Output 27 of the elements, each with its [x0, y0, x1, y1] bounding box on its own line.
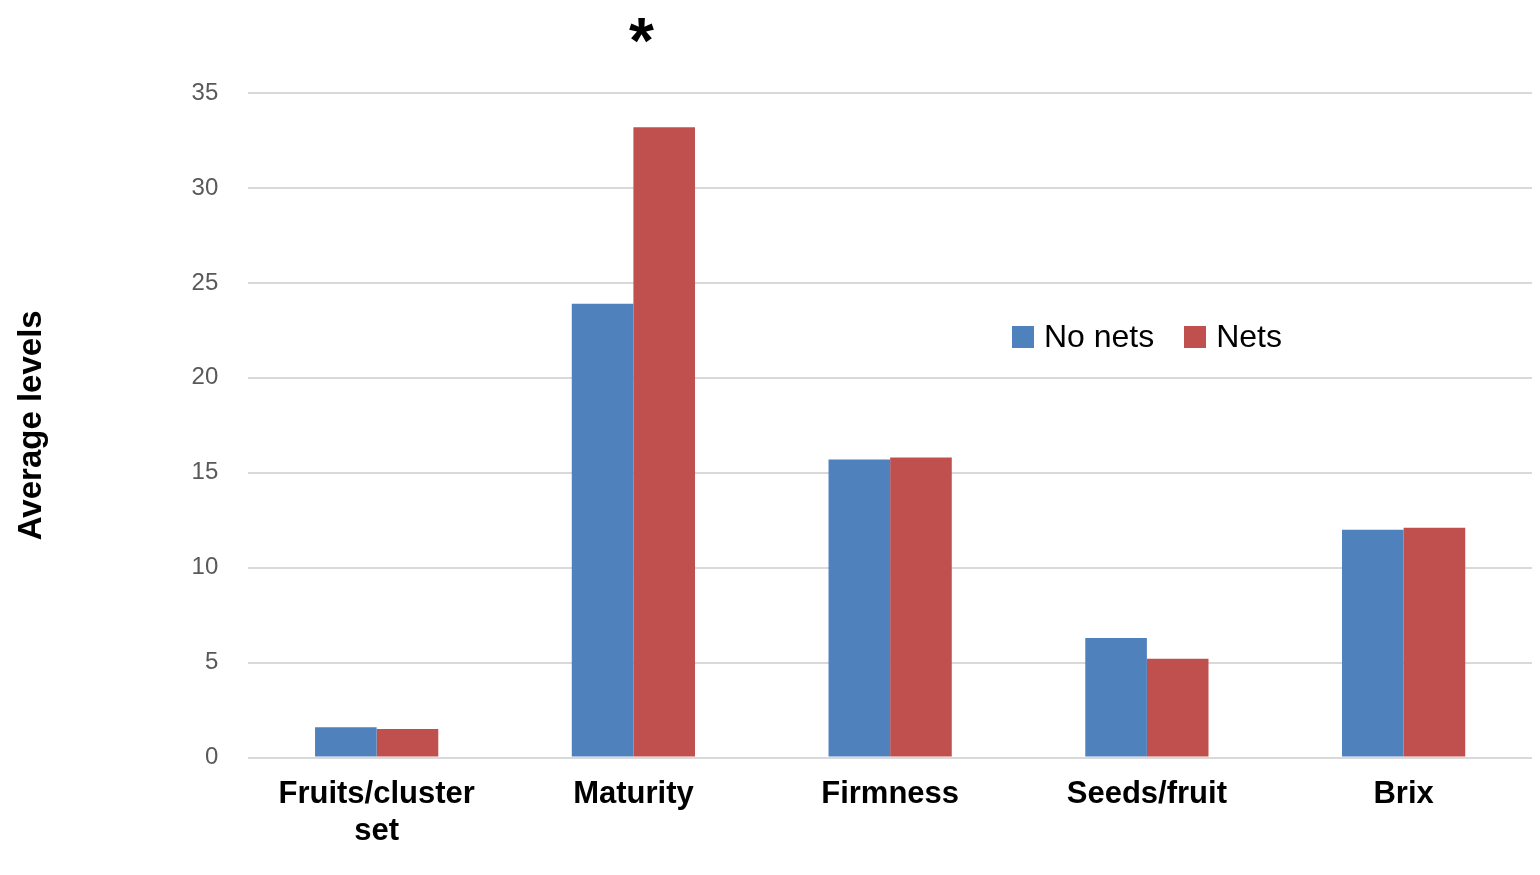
x-tick-label: Maturity: [573, 774, 695, 810]
y-axis-title: Average levels: [10, 310, 48, 541]
y-tick-label: 20: [191, 362, 219, 390]
bar: [633, 127, 696, 757]
y-tick-label: 15: [191, 457, 219, 485]
annotation: *: [628, 4, 654, 77]
x-tick-label: Brix: [1373, 774, 1435, 810]
legend-label: No nets: [1043, 318, 1155, 355]
legend-label: Nets: [1216, 318, 1282, 355]
y-tick-label: 10: [191, 552, 219, 580]
x-tick-label: Firmness: [821, 774, 960, 810]
y-tick-label: 25: [191, 267, 219, 295]
bar: [571, 303, 634, 757]
bar: [1146, 658, 1209, 757]
bar: [828, 459, 891, 757]
bar: [315, 727, 377, 757]
y-tick-label: 5: [204, 647, 219, 675]
bar: [1403, 527, 1466, 757]
bar: [1342, 529, 1404, 757]
y-tick-label: 0: [204, 742, 219, 770]
y-tick-label: 30: [191, 172, 219, 200]
x-tick-label: Seeds/fruit: [1066, 774, 1227, 810]
x-tick-label: Fruits/cluster set: [278, 774, 475, 847]
bar: [1085, 637, 1147, 757]
bar: [376, 729, 439, 757]
y-tick-label: 35: [191, 77, 219, 105]
bar: [890, 457, 952, 757]
